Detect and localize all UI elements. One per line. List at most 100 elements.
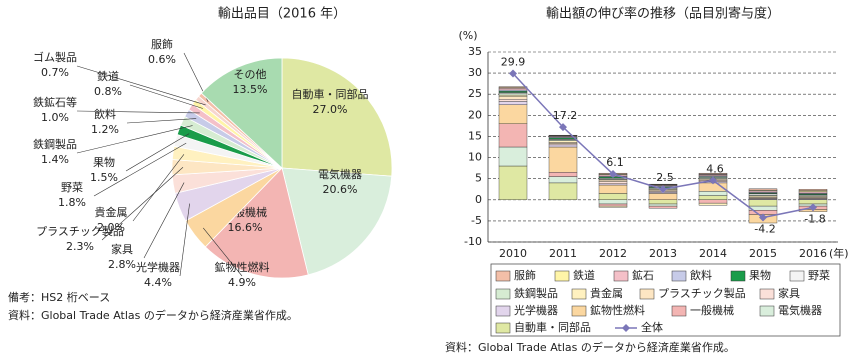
slice-value: 2.8% bbox=[108, 258, 136, 271]
x-tick-label: 2016 bbox=[799, 247, 827, 260]
pie-slice bbox=[200, 57, 283, 169]
bar-segment bbox=[548, 176, 578, 184]
bar-segment bbox=[598, 205, 628, 208]
y-tick-label: 0 bbox=[475, 193, 482, 206]
bar-segment bbox=[498, 146, 528, 167]
pie-title: 輸出品目（2016 年） bbox=[218, 7, 346, 22]
legend-label: 一般機械 bbox=[690, 303, 734, 317]
bar-source: 資料：Global Trade Atlas のデータから経済産業省作成。 bbox=[445, 340, 735, 354]
slice-value: 1.4% bbox=[41, 153, 69, 166]
legend-label: 鉱石 bbox=[632, 268, 654, 282]
bar-title: 輸出額の伸び率の推移（品目別寄与度） bbox=[546, 6, 780, 22]
bar-segment bbox=[648, 199, 678, 205]
y-tick-label: 15 bbox=[468, 129, 482, 142]
pie-note: 備考：HS2 桁ベース bbox=[8, 290, 110, 304]
legend-swatch bbox=[671, 305, 687, 317]
slice-value: 4.9% bbox=[228, 276, 256, 289]
slice-value: 16.6% bbox=[228, 221, 263, 234]
pie-slice bbox=[204, 167, 309, 279]
legend-swatch bbox=[571, 305, 587, 317]
line-marker bbox=[509, 69, 517, 78]
bar-segment bbox=[548, 140, 578, 143]
legend-swatch bbox=[495, 270, 511, 282]
leader-line bbox=[76, 110, 200, 114]
y-tick-label: 25 bbox=[468, 87, 482, 100]
line-marker bbox=[609, 170, 617, 179]
line-marker bbox=[759, 213, 767, 222]
data-label: 29.9 bbox=[501, 56, 526, 69]
slice-value: 2.0% bbox=[97, 221, 125, 234]
slice-label: 家具 bbox=[111, 242, 133, 256]
leader-line bbox=[129, 84, 203, 109]
leader-line bbox=[143, 182, 185, 259]
slice-label: 電気機器 bbox=[318, 167, 362, 181]
legend-label: 飲料 bbox=[690, 268, 712, 282]
slice-label: 服飾 bbox=[151, 38, 173, 51]
legend-swatch bbox=[671, 270, 687, 282]
legend-swatch bbox=[554, 270, 570, 282]
slice-label: 野菜 bbox=[61, 181, 83, 194]
y-tick-label: -5 bbox=[471, 214, 482, 227]
legend-swatch bbox=[495, 305, 511, 317]
slice-value: 13.5% bbox=[233, 83, 268, 96]
bar-segment bbox=[698, 172, 728, 175]
slice-label: 鉄道 bbox=[97, 69, 119, 83]
legend-swatch bbox=[613, 270, 629, 282]
bar-segment bbox=[648, 193, 678, 200]
bar-segment bbox=[498, 86, 528, 88]
y-tick-label: -10 bbox=[464, 235, 482, 248]
bar-segment bbox=[598, 203, 628, 207]
leader-line bbox=[202, 227, 243, 277]
bar-segment bbox=[498, 101, 528, 105]
leader-line bbox=[93, 142, 187, 197]
bar-segment bbox=[598, 184, 628, 194]
bar-segment bbox=[498, 123, 528, 148]
legend-label: 鉄道 bbox=[573, 268, 595, 282]
slice-value: 27.0% bbox=[313, 103, 348, 116]
y-tick-label: 10 bbox=[468, 151, 482, 164]
legend-swatch bbox=[495, 288, 511, 300]
slice-label: 光学機器 bbox=[136, 260, 180, 274]
leader-line bbox=[179, 203, 190, 277]
x-tick-label: 2015 bbox=[749, 247, 777, 260]
slice-label: 自動車・同部品 bbox=[292, 87, 369, 101]
bar-segment bbox=[548, 146, 578, 173]
pie-slice bbox=[281, 167, 393, 276]
legend-label: 果物 bbox=[749, 268, 771, 282]
y-tick-label: 20 bbox=[468, 108, 482, 121]
line-marker bbox=[809, 203, 817, 212]
data-label: 6.1 bbox=[606, 156, 624, 169]
y-tick-label: 35 bbox=[468, 45, 482, 58]
bar-segment bbox=[698, 195, 728, 200]
line-marker bbox=[559, 123, 567, 132]
slice-value: 1.8% bbox=[58, 196, 86, 209]
slice-label: 鉱物性燃料 bbox=[215, 260, 270, 274]
legend-marker bbox=[622, 324, 630, 332]
leader-line bbox=[126, 118, 197, 124]
legend-label: 鉄鋼製品 bbox=[514, 286, 558, 300]
bar-segment bbox=[698, 199, 728, 204]
y-axis-label: (%) bbox=[458, 29, 477, 42]
legend-label: 家具 bbox=[778, 286, 800, 300]
legend-label: 自動車・同部品 bbox=[514, 320, 591, 334]
bar-segment bbox=[498, 96, 528, 100]
bar-segment bbox=[648, 205, 678, 209]
legend-label: 鉱物性燃料 bbox=[590, 303, 645, 317]
x-tick-label: 2014 bbox=[699, 247, 727, 260]
bar-segment bbox=[598, 199, 628, 205]
data-label: -4.2 bbox=[754, 223, 775, 236]
slice-value: 1.2% bbox=[91, 123, 119, 136]
bar-segment bbox=[748, 199, 778, 207]
bar-segment bbox=[748, 188, 778, 191]
bar-segment bbox=[498, 165, 528, 200]
bar-segment bbox=[548, 144, 578, 148]
bar-segment bbox=[648, 203, 678, 207]
slice-label: その他 bbox=[234, 68, 267, 81]
legend-label: 服飾 bbox=[514, 269, 536, 282]
y-tick-label: 5 bbox=[475, 172, 482, 185]
bar-segment bbox=[498, 88, 528, 91]
bar-segment bbox=[798, 189, 828, 191]
bar-segment bbox=[598, 181, 628, 184]
legend-swatch bbox=[759, 305, 775, 317]
